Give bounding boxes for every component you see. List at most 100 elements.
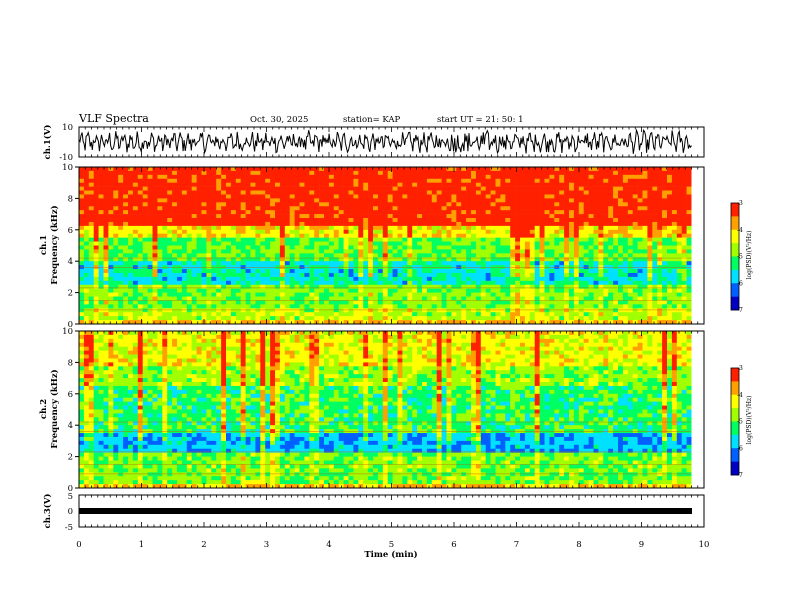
ch1-spec-cell <box>392 253 398 258</box>
ch1-spec-cell <box>426 241 433 246</box>
ch1-spec-cell <box>539 178 545 183</box>
ch1-spec-cell <box>132 257 139 262</box>
ch1-spec-cell <box>250 304 256 309</box>
ch1-spec-cell <box>608 170 614 176</box>
ch1-spec-cell <box>652 316 658 321</box>
ch1-spec-cell <box>181 304 188 309</box>
ch1-spec-cell <box>377 292 384 297</box>
ch1-spec-cell <box>588 269 594 274</box>
ch1-spec-cell <box>529 218 535 223</box>
ch1-spec-cell <box>622 253 629 258</box>
ch1-spec-cell <box>397 174 403 180</box>
ch1-spec-cell <box>328 296 335 301</box>
ch1-spec-cell <box>564 202 570 207</box>
ch1-spec-cell <box>632 194 638 199</box>
ch1-spec-cell <box>456 257 462 262</box>
ch1-spec-cell <box>451 249 457 254</box>
ch1-spec-cell <box>475 253 482 258</box>
ch1-spec-cell <box>338 194 344 199</box>
ch1-spec-cell <box>382 276 388 282</box>
ch1-spec-cell <box>559 194 565 199</box>
ch1-spec-cell <box>456 241 462 246</box>
ch1-spec-cell <box>299 269 305 274</box>
ch1-spec-cell <box>353 214 359 219</box>
ch1-spec-cell <box>103 276 109 282</box>
ch1-spec-cell <box>569 280 575 286</box>
ch1-spec-cell <box>426 214 433 219</box>
ch1-spec-cell <box>647 296 653 301</box>
ch1-spec-cell <box>436 280 442 286</box>
ch1-spec-cell <box>348 206 354 211</box>
ch1-spec-cell <box>299 167 305 172</box>
ch1-spec-cell <box>627 218 633 223</box>
ch1-spec-cell <box>554 186 560 191</box>
ch1-spec-cell <box>431 202 437 207</box>
ch1-spec-cell <box>216 300 222 305</box>
ch1-spec-cell <box>637 261 643 266</box>
ch1-spec-cell <box>686 316 692 321</box>
figure-title: VLF Spectra <box>78 112 149 125</box>
ch1-spec-cell <box>436 276 442 282</box>
ch1-spec-cell <box>451 233 457 238</box>
ch1-spec-cell <box>407 304 413 309</box>
ch1-spec-cell <box>637 292 643 297</box>
ch1-spec-cell <box>226 170 232 176</box>
ch1-spec-cell <box>495 225 501 231</box>
ch1-spec-cell <box>451 288 457 293</box>
ch1-spec-cell <box>456 167 462 172</box>
ch1-spec-cell <box>573 206 580 211</box>
ch1-spec-cell <box>240 229 246 235</box>
ch1-spec-cell <box>642 178 648 183</box>
ch1-spec-cell <box>88 272 94 278</box>
ch1-spec-cell <box>309 182 315 187</box>
ch1-spec-cell <box>564 253 570 258</box>
ch1-spec-cell <box>515 178 521 183</box>
ch1-spec-cell <box>191 174 197 180</box>
ch1-spec-cell <box>177 210 183 215</box>
ch1-spec-cell <box>603 229 609 235</box>
ch1-spec-cell <box>299 245 305 250</box>
ch1-spec-cell <box>83 312 90 317</box>
ch1-spec-cell <box>162 272 168 278</box>
ch1-spec-cell <box>79 225 85 231</box>
ch1-spec-cell <box>279 210 286 215</box>
ch1-spec-cell <box>279 225 286 231</box>
ch1-spec-cell <box>103 269 109 274</box>
ch1-spec-cell <box>598 276 604 282</box>
ch1-spec-cell <box>142 249 148 254</box>
ch1-spec-cell <box>118 167 124 172</box>
ch1-spec-cell <box>603 296 609 301</box>
ch1-spec-cell <box>368 249 374 254</box>
ch1-spec-cell <box>363 272 369 278</box>
ch1-spec-cell <box>642 245 648 250</box>
ch1-spec-cell <box>436 210 442 215</box>
ch1-spec-cell <box>686 280 692 286</box>
ch1-spec-cell <box>676 182 682 187</box>
ch1-spec-cell <box>113 245 119 250</box>
ch1-spec-cell <box>79 316 85 321</box>
ch1-spec-cell <box>304 276 310 282</box>
ch1-spec-cell <box>93 284 99 289</box>
ch1-spec-cell <box>289 233 295 238</box>
ch1-spec-cell <box>275 190 281 195</box>
ch1-spec-cell <box>255 182 261 187</box>
ch1-spec-cell <box>172 304 178 309</box>
ch1-spec-cell <box>216 202 222 207</box>
ch1-spec-cell <box>299 229 305 235</box>
ch1-spec-cell <box>534 280 540 286</box>
ch1-spec-cell <box>671 253 678 258</box>
ch1-spec-cell <box>534 257 540 262</box>
ch1-spec-cell <box>598 320 604 325</box>
ch1-spec-cell <box>480 280 486 286</box>
ch1-spec-cell <box>221 174 227 180</box>
ch1-spec-cell <box>343 320 349 325</box>
ch1-spec-cell <box>250 312 256 317</box>
ch1-spec-cell <box>88 178 94 183</box>
ch1-spec-cell <box>265 272 271 278</box>
ch1-spec-cell <box>270 170 276 176</box>
ch1-spec-cell <box>152 300 158 305</box>
ch1-spec-cell <box>564 276 570 282</box>
ch1-spec-cell <box>279 190 286 195</box>
ch1-spec-cell <box>172 296 178 301</box>
ch1-spec-cell <box>79 304 85 309</box>
